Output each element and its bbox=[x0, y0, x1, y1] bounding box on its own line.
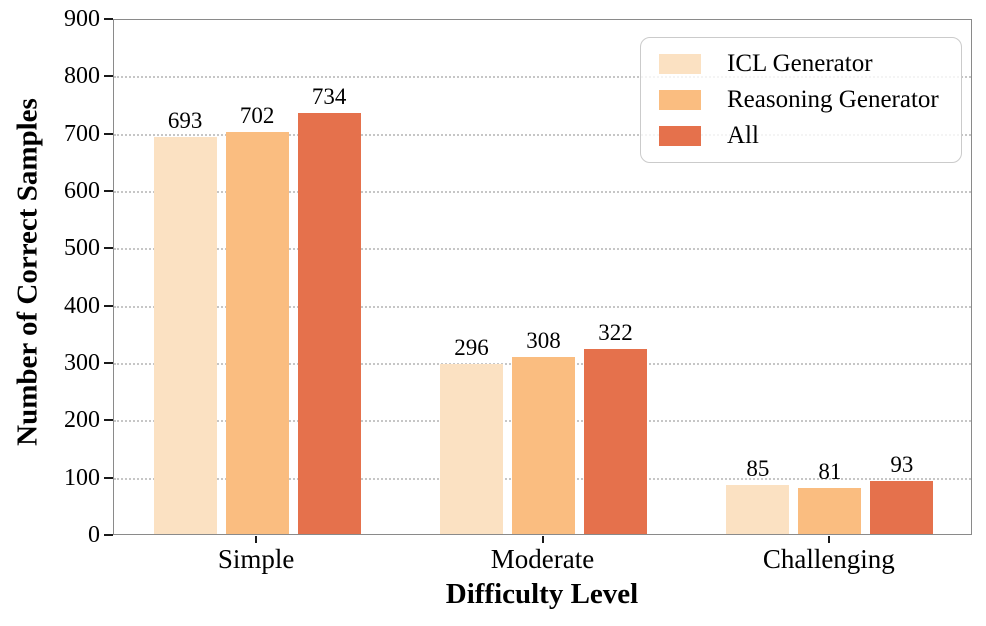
bar bbox=[512, 357, 575, 534]
y-tick bbox=[104, 75, 113, 78]
x-tick-label: Moderate bbox=[490, 544, 595, 574]
y-axis-title: Number of Correct Samples bbox=[11, 98, 44, 446]
gridline bbox=[114, 133, 971, 136]
legend-label-reasoning-generator: Reasoning Generator bbox=[727, 86, 939, 113]
bar-value-label: 308 bbox=[526, 328, 561, 354]
y-tick-label: 600 bbox=[64, 178, 100, 204]
bar-value-label: 693 bbox=[167, 107, 203, 133]
bar-value-label: 81 bbox=[818, 458, 842, 484]
y-tick bbox=[104, 534, 113, 536]
y-tick-label: 0 bbox=[88, 522, 100, 548]
legend-swatch-all-icon bbox=[659, 126, 701, 146]
x-tick bbox=[541, 536, 544, 543]
y-tick-label: 500 bbox=[64, 235, 100, 262]
legend-item-reasoning-generator: Reasoning Generator bbox=[659, 86, 961, 114]
bar-value-label: 734 bbox=[311, 84, 347, 110]
legend-label-all: All bbox=[727, 122, 759, 149]
bar-value-label: 322 bbox=[598, 320, 633, 346]
y-tick bbox=[104, 362, 113, 364]
plot-area: 693 702 734 296 308 322 85 81 93 bbox=[113, 19, 972, 535]
y-tick bbox=[104, 18, 113, 20]
x-tick-label: Challenging bbox=[762, 544, 895, 574]
bar bbox=[726, 485, 790, 534]
gridline bbox=[114, 248, 971, 251]
legend-swatch-reasoning-generator-icon bbox=[659, 90, 701, 110]
legend-item-all: All bbox=[659, 122, 961, 150]
x-tick bbox=[827, 536, 830, 543]
bar bbox=[153, 136, 217, 534]
y-tick bbox=[104, 132, 113, 135]
bar bbox=[440, 364, 503, 534]
bar bbox=[798, 487, 862, 534]
bar bbox=[225, 131, 289, 534]
y-tick-label: 200 bbox=[64, 407, 100, 434]
y-tick-label: 800 bbox=[64, 63, 100, 90]
y-tick-label: 900 bbox=[64, 6, 100, 32]
legend-swatch-icl-generator-icon bbox=[659, 54, 701, 74]
legend-label-icl-generator: ICL Generator bbox=[727, 50, 873, 77]
y-tick bbox=[104, 419, 113, 422]
legend-item-icl-generator: ICL Generator bbox=[659, 50, 961, 78]
bar bbox=[297, 113, 361, 534]
y-tick-label: 300 bbox=[64, 350, 100, 376]
y-tick bbox=[104, 190, 113, 192]
y-tick-label: 100 bbox=[64, 464, 100, 491]
gridline bbox=[114, 305, 971, 308]
y-tick bbox=[104, 304, 113, 307]
bar-value-label: 296 bbox=[454, 335, 489, 361]
gridline bbox=[114, 76, 971, 79]
bar-value-label: 93 bbox=[890, 451, 914, 477]
x-tick bbox=[255, 536, 258, 543]
y-tick bbox=[104, 247, 113, 250]
bar bbox=[584, 349, 647, 534]
y-tick-label: 700 bbox=[64, 120, 100, 147]
bar-value-label: 702 bbox=[239, 102, 275, 128]
gridline bbox=[114, 191, 971, 193]
y-tick bbox=[104, 476, 113, 479]
bar-value-label: 85 bbox=[746, 456, 770, 482]
bar bbox=[870, 480, 934, 534]
legend: ICL Generator Reasoning Generator All bbox=[640, 37, 962, 163]
y-tick-label: 400 bbox=[64, 292, 100, 319]
x-tick-label: Simple bbox=[217, 544, 295, 574]
x-axis-title: Difficulty Level bbox=[445, 578, 639, 610]
